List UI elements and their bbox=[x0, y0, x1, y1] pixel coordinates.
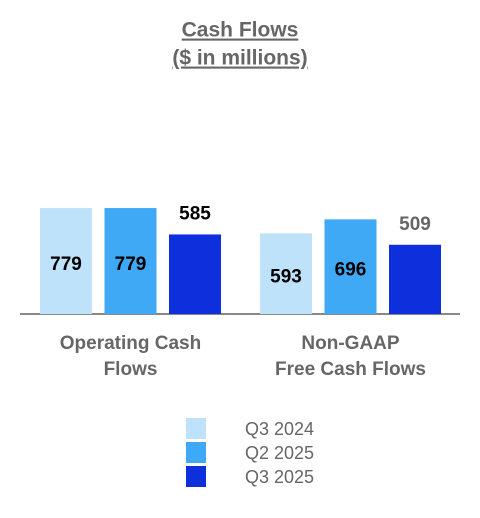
legend-label: Q2 2025 bbox=[245, 443, 314, 463]
chart-title: Cash Flows bbox=[182, 19, 299, 42]
bar bbox=[389, 244, 441, 314]
bar bbox=[260, 233, 312, 314]
legend-label: Q3 2024 bbox=[245, 419, 314, 439]
value-label: 779 bbox=[50, 254, 82, 275]
bar bbox=[40, 208, 92, 314]
category-label: Non-GAAP Free Cash Flows bbox=[275, 333, 426, 380]
value-label: 593 bbox=[270, 267, 302, 288]
value-label: 779 bbox=[115, 254, 147, 275]
legend-swatch bbox=[186, 466, 206, 487]
value-label: 509 bbox=[399, 214, 431, 235]
legend-swatch bbox=[186, 442, 206, 463]
value-label: 696 bbox=[335, 260, 367, 281]
bar bbox=[324, 219, 377, 314]
category-label: Operating Cash Flows bbox=[59, 333, 202, 380]
bar bbox=[169, 234, 221, 314]
value-label: 585 bbox=[179, 203, 211, 224]
legend-label: Q3 2025 bbox=[245, 467, 314, 487]
chart-subtitle: ($ in millions) bbox=[172, 47, 307, 70]
bar bbox=[104, 208, 157, 314]
legend-swatch bbox=[186, 418, 206, 439]
